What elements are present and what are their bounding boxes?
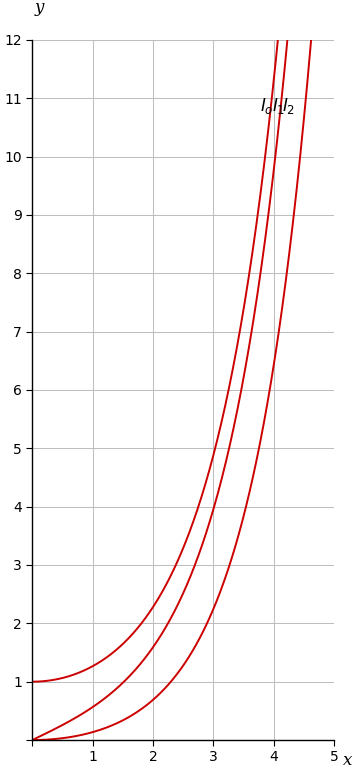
Text: $I_1$: $I_1$ — [272, 95, 285, 116]
Text: x: x — [343, 752, 352, 769]
Text: $I_2$: $I_2$ — [282, 95, 295, 116]
Text: $I_o$: $I_o$ — [260, 95, 273, 116]
Text: y: y — [35, 0, 44, 16]
